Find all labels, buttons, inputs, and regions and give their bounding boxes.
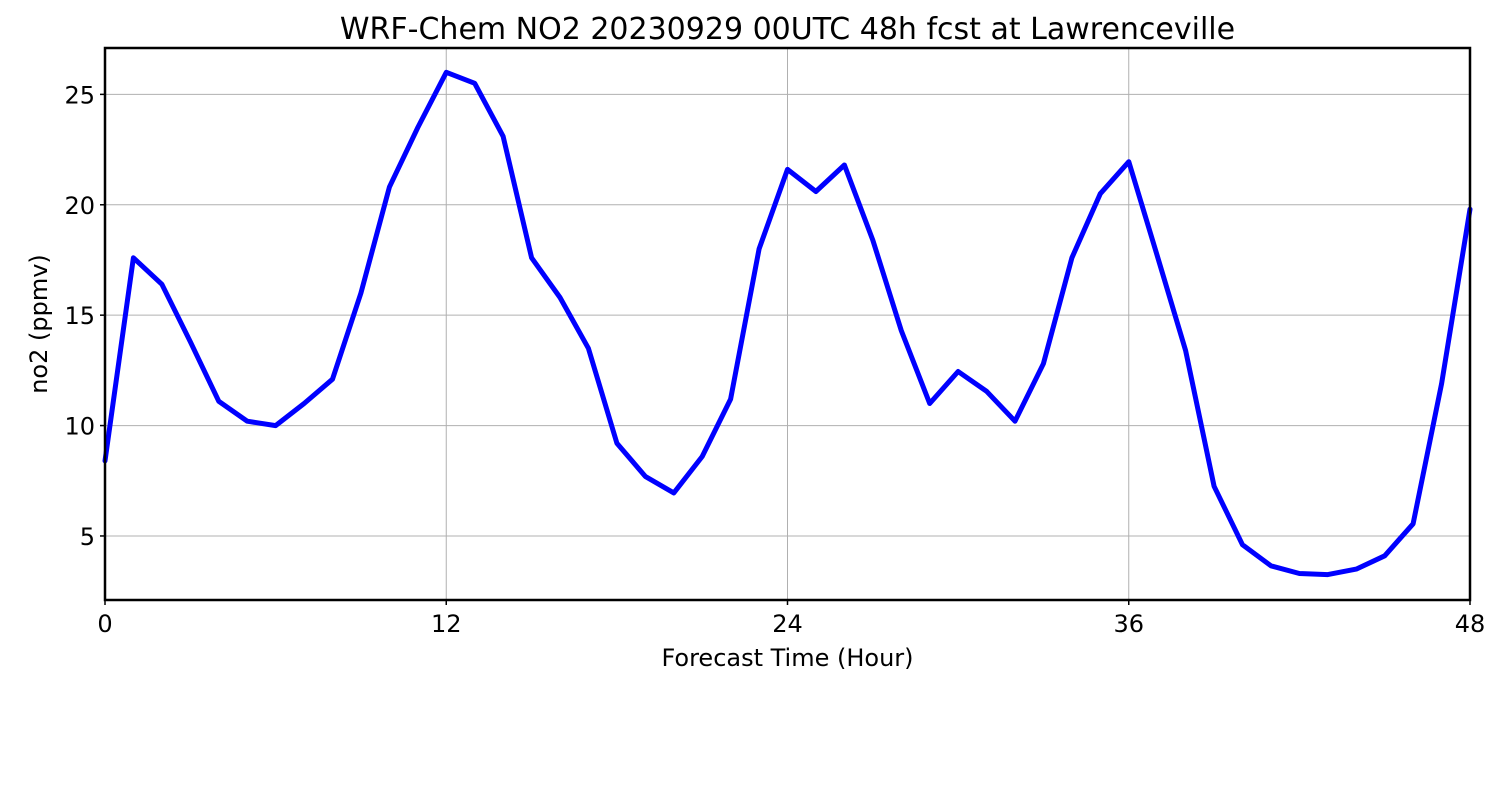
x-tick-label: 36 — [1113, 610, 1144, 638]
x-tick-label: 24 — [772, 610, 803, 638]
y-axis-label: no2 (ppmv) — [25, 254, 53, 394]
y-tick-label: 15 — [64, 302, 95, 330]
x-tick-label: 12 — [431, 610, 462, 638]
y-tick-label: 20 — [64, 192, 95, 220]
x-axis-label: Forecast Time (Hour) — [661, 644, 913, 672]
grid — [104, 48, 1471, 600]
y-tick-label: 5 — [80, 523, 95, 551]
y-tick-label: 25 — [64, 81, 95, 109]
ticks: 0 12 24 36 48 5 10 15 20 25 — [64, 81, 1485, 638]
y-tick-label: 10 — [64, 413, 95, 441]
x-tick-label: 0 — [97, 610, 112, 638]
series-layer — [102, 69, 1473, 578]
no2-series-line — [102, 69, 1473, 578]
x-tick-label: 48 — [1455, 610, 1486, 638]
chart-title: WRF-Chem NO2 20230929 00UTC 48h fcst at … — [340, 12, 1235, 47]
